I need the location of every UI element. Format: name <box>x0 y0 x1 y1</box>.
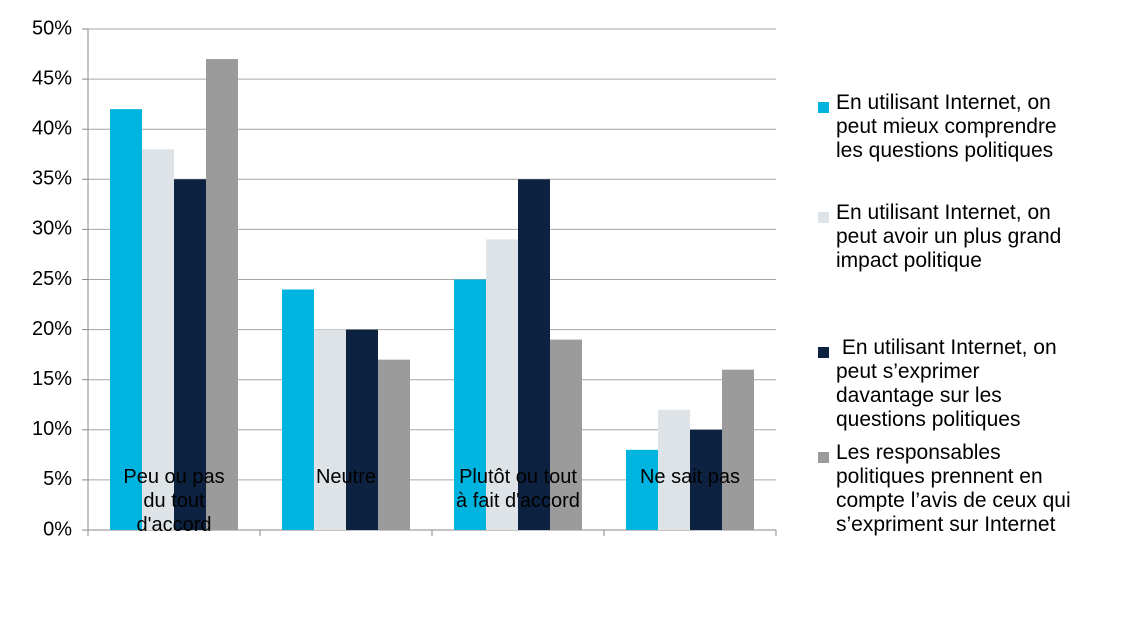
bar <box>282 289 314 530</box>
legend-label: Les responsables politiques prennent en … <box>836 441 1071 536</box>
legend-label: En utilisant Internet, on peut mieux com… <box>836 91 1057 162</box>
y-tick-label: 30% <box>32 218 72 240</box>
bar <box>626 449 658 530</box>
y-tick-label: 45% <box>32 67 72 89</box>
bar <box>314 329 346 530</box>
y-tick-label: 50% <box>32 17 72 39</box>
legend-label: En utilisant Internet, on peut s’exprime… <box>836 336 1057 431</box>
bar <box>110 109 142 530</box>
y-tick-label: 0% <box>43 518 72 540</box>
legend-marker <box>818 347 829 358</box>
bar <box>690 429 722 530</box>
bar <box>518 179 550 531</box>
bar <box>174 179 206 531</box>
x-tick-label: Ne sait pas <box>639 466 741 488</box>
bar <box>486 239 518 531</box>
bar <box>378 359 410 530</box>
y-tick-label: 5% <box>43 468 72 490</box>
y-tick-label: 15% <box>32 368 72 390</box>
x-tick-label: Peu ou pas du tout d'accord <box>123 466 225 536</box>
legend-marker <box>818 102 829 113</box>
y-tick-label: 20% <box>32 318 72 340</box>
bar <box>206 59 238 531</box>
y-tick-label: 40% <box>32 117 72 139</box>
legend-marker <box>818 212 829 223</box>
x-tick-label: Neutre <box>315 466 377 488</box>
y-tick-label: 35% <box>32 168 72 190</box>
x-tick-label: Plutôt ou tout à fait d'accord <box>456 466 580 512</box>
bar <box>142 149 174 531</box>
y-tick-label: 10% <box>32 418 72 440</box>
legend-marker <box>818 452 829 463</box>
bar <box>346 329 378 530</box>
bar <box>550 339 582 530</box>
bar <box>454 279 486 530</box>
bar <box>722 369 754 530</box>
legend-label: En utilisant Internet, on peut avoir un … <box>836 201 1062 272</box>
y-tick-label: 25% <box>32 268 72 290</box>
bar <box>658 409 690 530</box>
